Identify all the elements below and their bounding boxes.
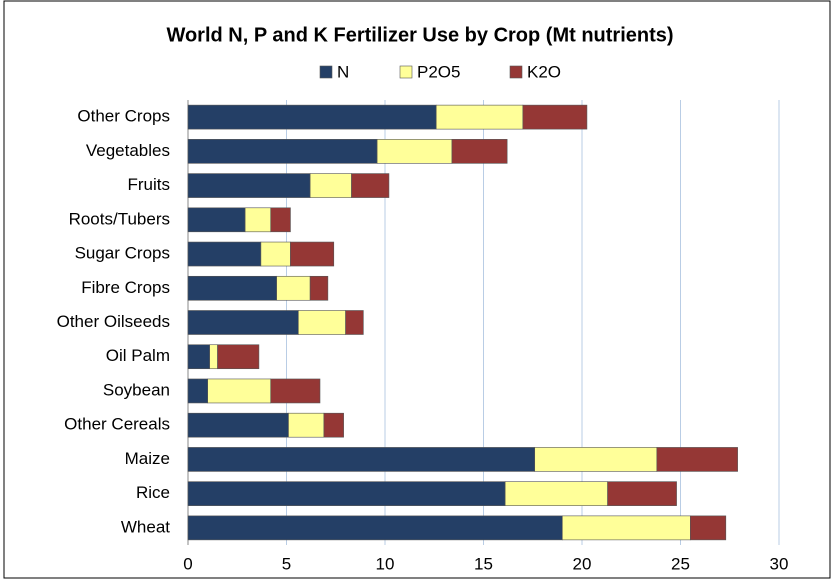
bar-segment: [309, 173, 352, 198]
x-tick-label: 5: [282, 554, 291, 573]
bar-segment: [345, 310, 364, 335]
bar-segment: [270, 378, 321, 404]
legend-label: K2O: [527, 62, 561, 81]
x-tick-label: 30: [770, 554, 789, 573]
bar-segment: [187, 310, 299, 335]
bar-segment: [522, 104, 588, 130]
bar-segment: [504, 481, 608, 506]
legend-swatch: [319, 65, 333, 79]
bar-segment: [187, 104, 437, 130]
bar-segment: [451, 139, 508, 164]
y-tick-label: Maize: [125, 449, 170, 468]
bar-segment: [187, 447, 536, 472]
bar-segment: [187, 378, 209, 404]
bar-segment: [187, 481, 506, 506]
bar-segment: [323, 412, 344, 438]
bar-segment: [260, 241, 291, 267]
bar-segment: [187, 139, 378, 164]
bar-segment: [209, 344, 218, 370]
bar-segment: [607, 481, 677, 506]
bar-segment: [187, 207, 246, 233]
bar-segment: [561, 515, 691, 541]
x-tick-label: 10: [376, 554, 395, 573]
bar-segment: [187, 275, 277, 301]
chart-title: World N, P and K Fertilizer Use by Crop …: [166, 24, 673, 46]
bar-segment: [309, 275, 329, 301]
bar-segment: [187, 412, 289, 438]
x-tick-label: 0: [183, 554, 192, 573]
bar-segment: [656, 447, 738, 472]
y-tick-label: Vegetables: [86, 141, 170, 160]
y-tick-label: Fibre Crops: [81, 278, 170, 297]
bar-segment: [376, 139, 453, 164]
y-tick-label: Rice: [136, 483, 170, 502]
bar-segment: [187, 515, 563, 541]
y-tick-label: Other Crops: [77, 107, 170, 126]
bar-segment: [207, 378, 272, 404]
legend-label: P2O5: [417, 62, 460, 81]
x-tick-label: 15: [474, 554, 493, 573]
bar-segment: [270, 207, 291, 233]
bar-segment: [290, 241, 335, 267]
bar-segment: [187, 344, 210, 370]
y-tick-label: Oil Palm: [106, 346, 170, 365]
bar-segment: [351, 173, 390, 198]
bar-segment: [690, 515, 727, 541]
bar-segment: [435, 104, 524, 130]
bar-segment: [217, 344, 260, 370]
y-tick-label: Wheat: [121, 517, 170, 536]
legend-swatch: [399, 65, 413, 79]
x-tick-label: 20: [573, 554, 592, 573]
bar-segment: [298, 310, 346, 335]
y-tick-label: Other Cereals: [64, 415, 170, 434]
bar-segment: [187, 173, 311, 198]
legend-swatch: [509, 65, 523, 79]
y-tick-label: Roots/Tubers: [69, 209, 170, 228]
bar-segment: [276, 275, 311, 301]
bar-segment: [187, 241, 262, 267]
y-tick-label: Other Oilseeds: [57, 312, 170, 331]
bar-segment: [534, 447, 658, 472]
y-tick-label: Fruits: [128, 175, 171, 194]
y-tick-label: Sugar Crops: [75, 244, 170, 263]
legend-label: N: [337, 62, 349, 81]
y-tick-label: Soybean: [103, 380, 170, 399]
bar-segment: [244, 207, 272, 233]
x-tick-label: 25: [671, 554, 690, 573]
bar-segment: [288, 412, 325, 438]
